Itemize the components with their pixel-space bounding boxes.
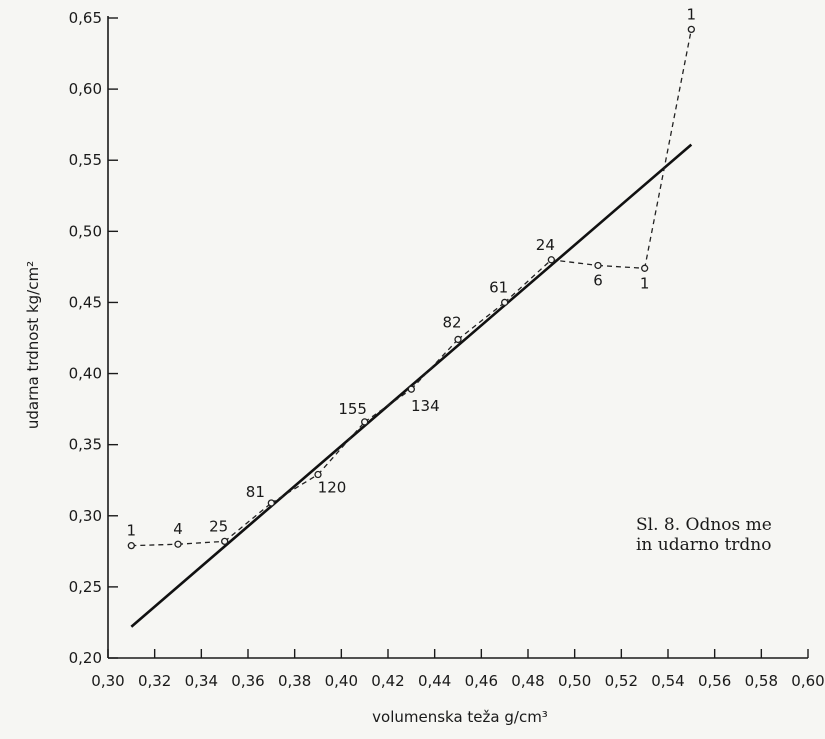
x-axis-title: volumenska teža g/cm³ [372,708,548,726]
y-axis-ticks: 0,20 0,25 0,30 0,35 0,40 0,45 0,50 0,55 0,60 0,65 [69,9,118,667]
x-tick-label: 0,32 [138,672,171,690]
point-label: 82 [442,313,461,331]
y-axis-title: udarna trdnost kg/cm² [24,261,42,429]
observed-line-segment [457,301,506,340]
observed-line-segment [317,421,366,475]
observed-point [687,25,695,34]
point-label: 1 [640,274,650,292]
x-axis-ticks: 0,30 0,32 0,34 0,36 0,38 0,40 0,42 0,44 0,46 0,48… [91,649,825,690]
observed-point [221,537,229,546]
x-tick-label: 0,52 [605,672,638,690]
x-tick-label: 0,36 [231,672,264,690]
x-tick-label: 0,42 [371,672,404,690]
observed-point [501,298,509,307]
figure-caption: Sl. 8. Odnos me in udarno trdno [636,515,772,555]
observed-point [127,541,135,550]
x-tick-label: 0,60 [791,672,824,690]
point-label: 24 [536,236,555,254]
point-label: 4 [173,520,183,538]
point-label: 25 [209,517,228,535]
observed-line-segment [131,543,179,547]
y-tick-label: 0,25 [69,578,102,596]
x-tick-label: 0,50 [558,672,591,690]
caption-line-2: in udarno trdno [636,535,772,555]
x-tick-label: 0,54 [651,672,684,690]
point-label: 6 [593,271,603,289]
x-tick-label: 0,30 [91,672,124,690]
observed-line-segment [644,29,692,269]
observed-point [454,335,462,344]
observed-point [361,418,369,426]
observed-point [641,264,649,272]
y-tick-label: 0,40 [69,365,102,383]
point-label: 120 [318,479,347,497]
observed-point [314,470,322,479]
observed-point [174,540,182,548]
y-tick-label: 0,45 [69,293,102,311]
observed-point [407,385,415,393]
observed-point [547,256,555,264]
point-label: 81 [246,483,265,501]
x-tick-label: 0,38 [278,672,311,690]
y-tick-label: 0,65 [69,9,102,27]
point-label: 1 [127,522,137,540]
observed-line-segment [177,540,225,545]
observed-series-line [131,29,692,547]
y-tick-label: 0,55 [69,151,102,169]
y-tick-label: 0,50 [69,222,102,240]
observed-line-segment [597,264,645,269]
point-label: 134 [411,397,440,415]
observed-line-segment [364,388,412,423]
point-label: 1 [687,5,697,23]
observed-line-segment [410,338,459,390]
y-tick-label: 0,20 [69,649,102,667]
point-label: 61 [489,278,508,296]
y-tick-label: 0,35 [69,436,102,454]
observed-series-points [127,25,695,550]
axes [107,16,808,659]
point-label: 155 [338,400,367,418]
observed-point [267,499,275,507]
caption-line-1: Sl. 8. Odnos me [636,515,772,535]
x-tick-label: 0,40 [325,672,358,690]
x-tick-label: 0,46 [465,672,498,690]
observed-line-segment [224,502,272,542]
observed-point [594,261,602,270]
x-tick-label: 0,48 [511,672,544,690]
observed-line-segment [270,473,319,504]
x-tick-label: 0,56 [698,672,731,690]
observed-line-segment [504,259,552,303]
y-tick-label: 0,60 [69,80,102,98]
y-tick-label: 0,30 [69,507,102,525]
observed-line-segment [551,259,599,267]
x-tick-label: 0,34 [185,672,218,690]
x-tick-label: 0,44 [418,672,451,690]
x-tick-label: 0,58 [745,672,778,690]
